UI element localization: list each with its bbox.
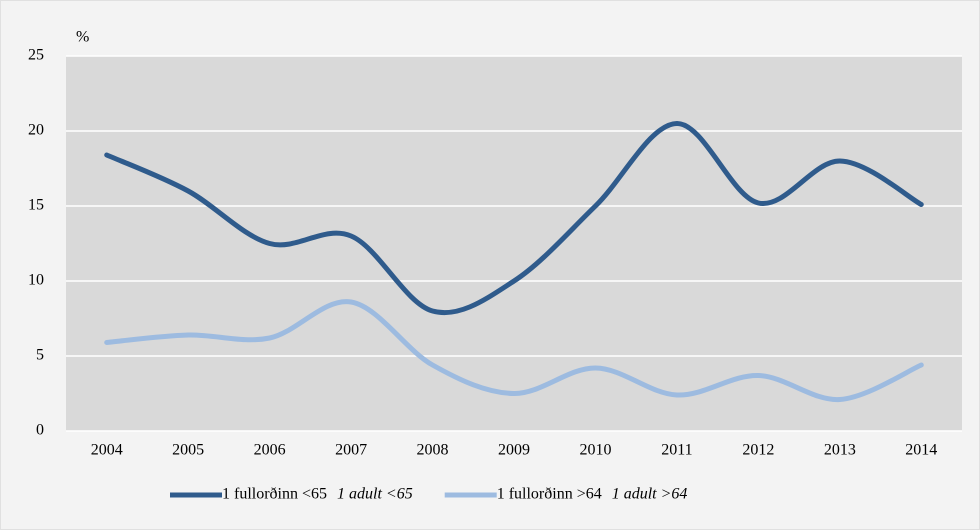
y-tick-label: 15 <box>28 197 44 214</box>
line <box>104 299 924 403</box>
y-tick-label: 5 <box>36 347 44 364</box>
x-tick-label: 2010 <box>579 442 611 459</box>
legend-label: 1 fullorðinn >64 <box>497 486 602 503</box>
x-tick-label: 2004 <box>91 442 123 459</box>
plot-area <box>66 56 962 431</box>
y-tick-label: 10 <box>28 272 44 289</box>
x-tick-label: 2012 <box>742 442 774 459</box>
x-tick-label: 2007 <box>335 442 367 459</box>
x-tick-label: 2013 <box>824 442 856 459</box>
y-tick-label: 20 <box>28 122 44 139</box>
x-tick-label: 2006 <box>254 442 286 459</box>
x-tick-label: 2009 <box>498 442 530 459</box>
x-tick-label: 2011 <box>661 442 692 459</box>
legend-label-en: 1 adult >64 <box>612 486 688 503</box>
line <box>104 120 924 315</box>
legend-label-en: 1 adult <65 <box>337 486 413 503</box>
x-tick-label: 2008 <box>417 442 449 459</box>
x-tick-label: 2005 <box>172 442 204 459</box>
y-axis-label: % <box>76 29 89 46</box>
legend-label: 1 fullorðinn <65 <box>222 486 327 503</box>
x-tick-label: 2014 <box>905 442 937 459</box>
y-tick-label: 0 <box>36 422 44 439</box>
y-tick-label: 25 <box>28 47 44 64</box>
